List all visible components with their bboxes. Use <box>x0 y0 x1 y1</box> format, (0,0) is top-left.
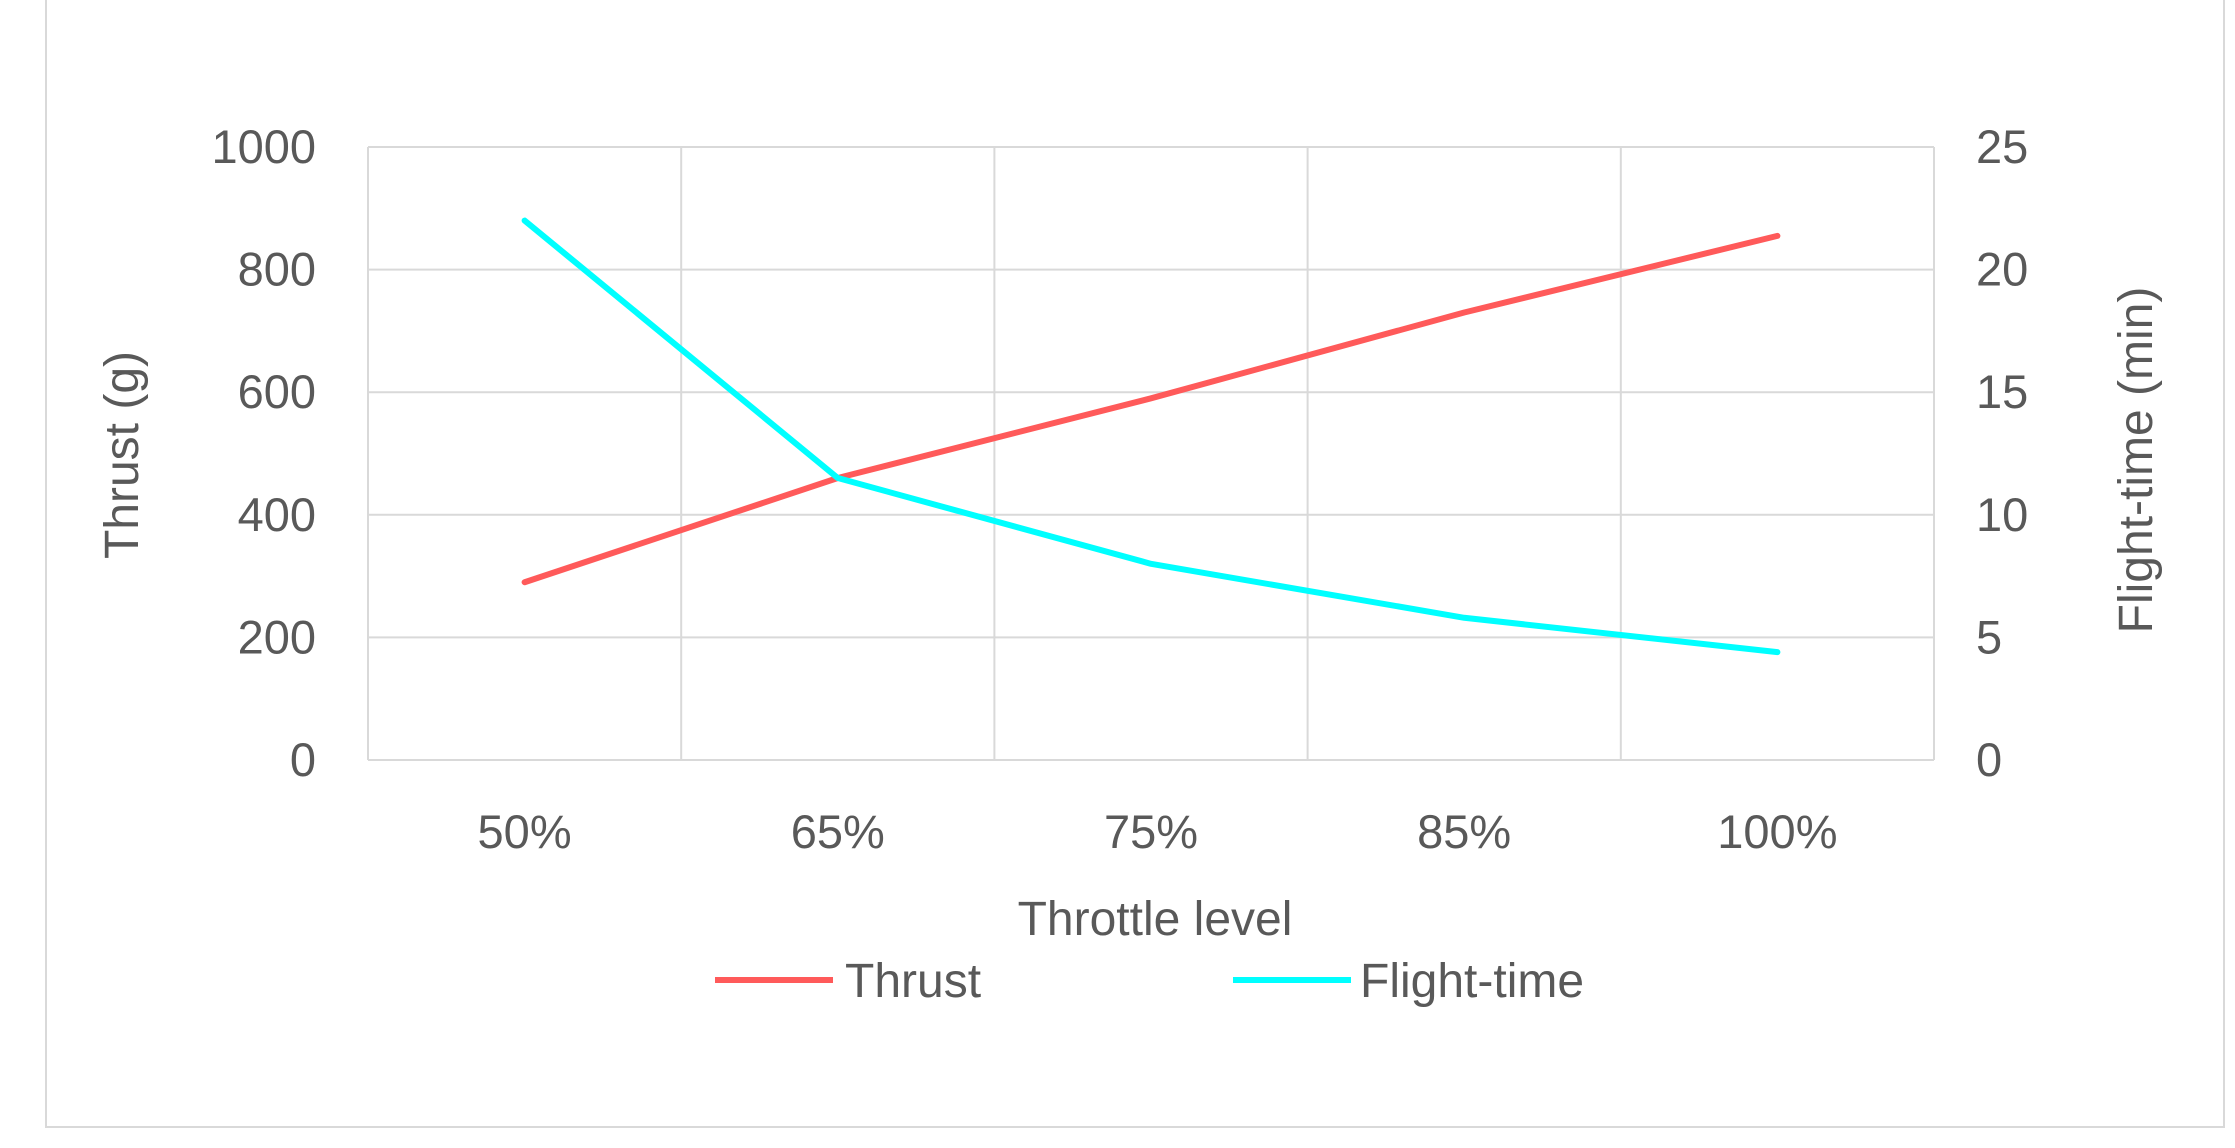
left-y-tick-label: 1000 <box>211 120 316 173</box>
gridlines <box>368 146 1934 760</box>
x-axis-title: Throttle level <box>1018 893 1293 946</box>
left-y-tick-label: 200 <box>238 610 316 663</box>
x-tick-label: 100% <box>1717 805 1837 858</box>
legend-label-thrust: Thrust <box>845 955 981 1008</box>
right-y-tick-label: 0 <box>1976 733 2002 786</box>
right-y-tick-label: 15 <box>1976 365 2028 418</box>
right-y-tick-label: 20 <box>1976 243 2028 296</box>
series-lines <box>521 217 1781 656</box>
legend: Thrust Flight-time <box>715 955 1584 1008</box>
right-y-tick-label: 10 <box>1976 488 2028 541</box>
axes <box>367 147 1935 761</box>
x-tick-label: 50% <box>478 805 572 858</box>
x-tick-labels: 50% 65% 75% 85% 100% <box>478 805 1838 858</box>
series-line-flight-time <box>521 217 1781 656</box>
series-line-thrust <box>521 232 1781 586</box>
chart-frame <box>45 0 2225 1128</box>
left-y-tick-label: 600 <box>238 365 316 418</box>
right-y-axis-title: Flight-time (min) <box>2110 287 2163 634</box>
x-tick-label: 75% <box>1104 805 1198 858</box>
x-tick-label: 85% <box>1417 805 1511 858</box>
legend-label-flight-time: Flight-time <box>1360 955 1584 1008</box>
left-y-axis-title: Thrust (g) <box>96 351 149 559</box>
right-y-tick-labels: 0 5 10 15 20 25 <box>1976 120 2028 786</box>
x-tick-label: 65% <box>791 805 885 858</box>
left-y-tick-label: 0 <box>290 733 316 786</box>
right-y-tick-label: 25 <box>1976 120 2028 173</box>
right-y-tick-label: 5 <box>1976 610 2002 663</box>
left-y-tick-label: 800 <box>238 243 316 296</box>
left-y-tick-label: 400 <box>238 488 316 541</box>
left-y-tick-labels: 0 200 400 600 800 1000 <box>211 120 316 786</box>
